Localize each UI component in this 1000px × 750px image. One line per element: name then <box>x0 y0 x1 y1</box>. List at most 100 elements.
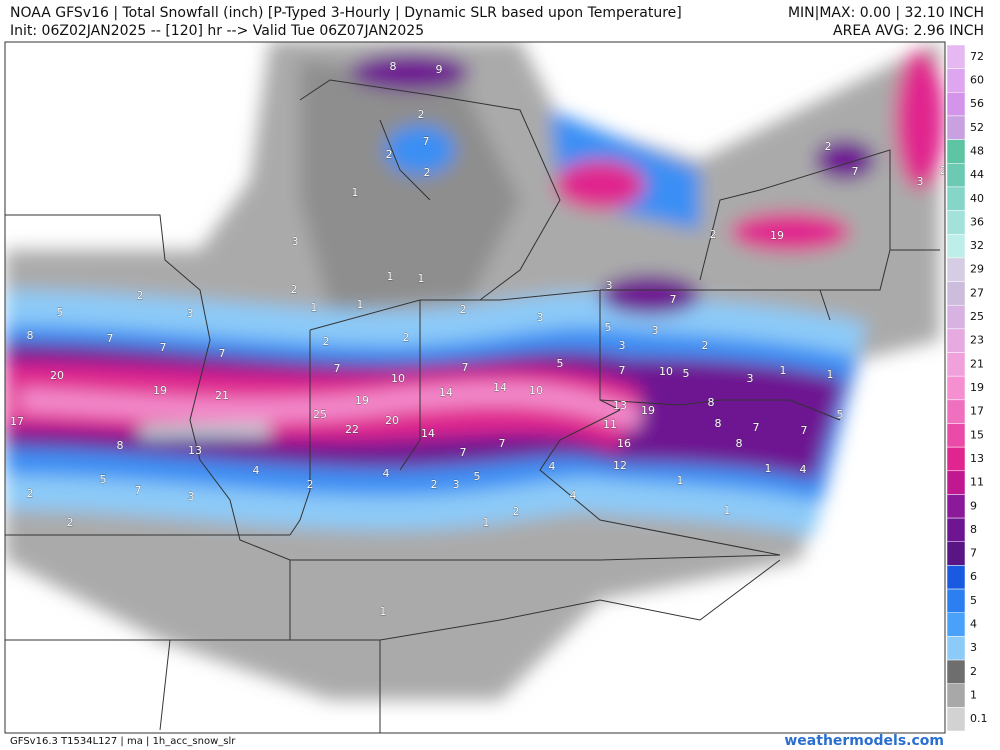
snow-label: 19 <box>355 394 369 407</box>
snow-label: 1 <box>357 298 364 311</box>
snow-label: 7 <box>460 446 467 459</box>
snow-label: 2 <box>460 303 467 316</box>
snow-label: 5 <box>557 357 564 370</box>
snow-label: 1 <box>380 605 387 618</box>
colorbar-label: 3 <box>970 641 977 654</box>
snow-label: 13 <box>613 399 627 412</box>
colorbar-cell <box>946 494 966 519</box>
colorbar-cell <box>946 423 966 448</box>
snow-label: 1 <box>483 516 490 529</box>
snow-label: 2 <box>137 289 144 302</box>
snow-label: 5 <box>474 470 481 483</box>
snow-label: 14 <box>493 381 507 394</box>
colorbar-label: 44 <box>970 168 984 181</box>
colorbar-label: 19 <box>970 381 984 394</box>
snow-label: 3 <box>187 307 194 320</box>
snow-label: 8 <box>117 439 124 452</box>
colorbar-cell <box>946 541 966 566</box>
colorbar-cell <box>946 707 966 732</box>
colorbar-cell <box>946 304 966 330</box>
colorbar-label: 17 <box>970 405 984 418</box>
snow-label: 4 <box>800 463 807 476</box>
colorbar-label: 9 <box>970 499 977 512</box>
colorbar-cell <box>946 257 966 282</box>
snow-label: 3 <box>453 478 460 491</box>
snow-label: 3 <box>619 339 626 352</box>
snow-label: 5 <box>683 367 690 380</box>
map-frame <box>4 41 946 734</box>
snow-label: 2 <box>431 478 438 491</box>
colorbar-label: 29 <box>970 263 984 276</box>
colorbar-label: 7 <box>970 547 977 560</box>
snow-label: 8 <box>736 437 743 450</box>
snow-label: 1 <box>724 504 731 517</box>
snow-label: 19 <box>770 229 784 242</box>
snow-label: 4 <box>383 467 390 480</box>
colorbar-cell <box>946 233 966 259</box>
colorbar-label: 52 <box>970 121 984 134</box>
snow-label: 2 <box>291 283 298 296</box>
snow-label: 2 <box>702 339 709 352</box>
snow-label: 5 <box>100 473 107 486</box>
snow-label: 2 <box>67 516 74 529</box>
snow-label: 1 <box>418 272 425 285</box>
snow-label: 1 <box>827 368 834 381</box>
colorbar-cell <box>946 92 966 117</box>
colorbar-label: 48 <box>970 144 984 157</box>
colorbar-cell <box>946 517 966 543</box>
snow-label: 2 <box>825 140 832 153</box>
colorbar-label: 2 <box>970 665 977 678</box>
snow-label: 4 <box>549 460 556 473</box>
snow-label: 2 <box>307 478 314 491</box>
colorbar-label: 60 <box>970 73 984 86</box>
colorbar-label: 11 <box>970 476 984 489</box>
snow-label: 3 <box>606 279 613 292</box>
snow-label: 7 <box>135 484 142 497</box>
colorbar-cell <box>946 588 966 613</box>
colorbar-label: 0.1 <box>970 712 988 725</box>
snow-label: 2 <box>418 108 425 121</box>
area-avg: AREA AVG: 2.96 INCH <box>833 23 984 39</box>
colorbar-label: 25 <box>970 310 984 323</box>
snow-label: 2 <box>513 505 520 518</box>
snow-label: 5 <box>837 408 844 421</box>
snow-label: 3 <box>188 490 195 503</box>
colorbar-label: 23 <box>970 334 984 347</box>
snow-label: 7 <box>423 135 430 148</box>
colorbar-label: 8 <box>970 523 977 536</box>
snow-label: 1 <box>352 186 359 199</box>
colorbar-cell <box>946 352 966 377</box>
colorbar-label: 13 <box>970 452 984 465</box>
snow-label: 1 <box>765 462 772 475</box>
colorbar-label: 21 <box>970 357 984 370</box>
snow-label: 12 <box>613 459 627 472</box>
snow-label: 25 <box>313 408 327 421</box>
snow-label: 7 <box>852 165 859 178</box>
colorbar-cell <box>946 186 966 211</box>
colorbar-cell <box>946 115 966 140</box>
snow-label: 11 <box>603 418 617 431</box>
snow-label: 2 <box>403 331 410 344</box>
colorbar-cell <box>946 399 966 424</box>
colorbar-label: 1 <box>970 689 977 702</box>
colorbar-cell <box>946 281 966 306</box>
snow-label: 7 <box>801 424 808 437</box>
snow-label: 5 <box>57 306 64 319</box>
colorbar-cell <box>946 636 966 661</box>
colorbar-label: 32 <box>970 239 984 252</box>
snow-label: 20 <box>385 414 399 427</box>
colorbar-label: 27 <box>970 286 984 299</box>
snow-label: 21 <box>215 389 229 402</box>
borders <box>5 79 940 733</box>
snow-label: 3 <box>652 324 659 337</box>
colorbar-label: 56 <box>970 97 984 110</box>
snow-label: 3 <box>917 175 924 188</box>
snow-label: 7 <box>334 362 341 375</box>
snow-label: 1 <box>387 270 394 283</box>
colorbar-cell <box>946 68 966 93</box>
snow-label: 8 <box>708 396 715 409</box>
snow-label: 7 <box>670 293 677 306</box>
colorbar-label: 4 <box>970 618 977 631</box>
snow-label: 8 <box>27 329 34 342</box>
